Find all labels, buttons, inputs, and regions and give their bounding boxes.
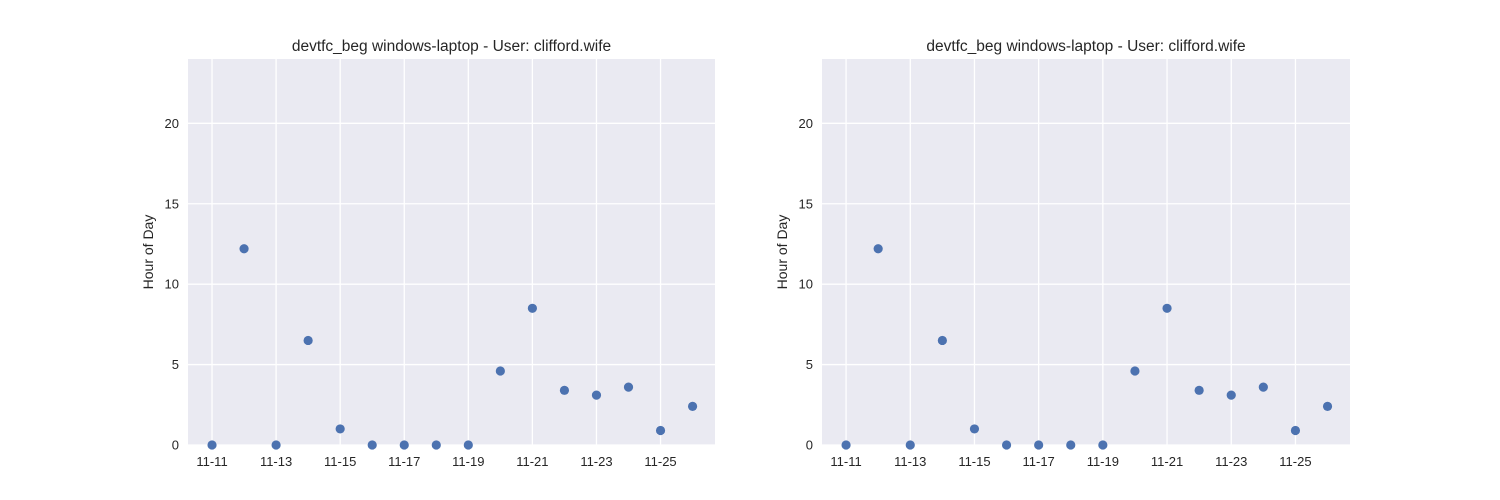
x-tick-label: 11-17 — [388, 454, 420, 469]
data-point — [1066, 440, 1076, 450]
data-point — [623, 382, 634, 392]
data-point — [1098, 440, 1108, 450]
y-tick-label: 0 — [806, 438, 813, 453]
data-point — [655, 425, 666, 436]
data-point — [1034, 440, 1044, 450]
data-point — [905, 440, 915, 450]
data-point — [399, 440, 409, 450]
data-point — [431, 440, 441, 450]
data-point — [303, 335, 313, 346]
chart-panel-left: 0 5 10 15 20 11-11 11-13 11-15 11-17 11-19 11-21 11… — [140, 38, 715, 469]
data-point — [367, 440, 377, 450]
x-tick-label: 11-25 — [1279, 454, 1311, 469]
data-point — [969, 424, 980, 434]
x-tick-label: 11-21 — [1151, 454, 1183, 469]
data-point — [1130, 366, 1140, 376]
x-tick-label: 11-15 — [958, 454, 990, 469]
chart-title: devtfc_beg windows-laptop - User: cliffo… — [292, 38, 611, 55]
y-tick-label: 15 — [799, 196, 813, 211]
data-point — [1162, 303, 1172, 313]
plot-area — [822, 59, 1350, 445]
x-tick-label: 11-11 — [196, 454, 227, 469]
data-point — [463, 440, 473, 450]
x-tick-label: 11-13 — [260, 454, 292, 469]
plot-area — [188, 59, 715, 445]
chart-panel-right: 0 5 10 15 20 11-11 11-13 11-15 11-17 11-19 11-21 11… — [774, 38, 1350, 469]
y-tick-label: 5 — [806, 357, 813, 372]
data-point — [841, 440, 851, 450]
data-point — [559, 385, 570, 395]
data-point — [335, 424, 345, 434]
y-tick-label: 20 — [799, 116, 813, 131]
x-tick-label: 11-21 — [516, 454, 548, 469]
data-point — [1258, 382, 1268, 392]
y-tick-label: 15 — [165, 196, 179, 211]
data-point — [495, 366, 505, 376]
chart-title: devtfc_beg windows-laptop - User: cliffo… — [926, 38, 1245, 55]
data-point — [527, 303, 537, 313]
data-point — [591, 390, 602, 400]
data-point — [207, 440, 217, 450]
data-point — [1226, 390, 1236, 400]
y-tick-label: 10 — [799, 277, 813, 292]
x-tick-label: 11-19 — [452, 454, 484, 469]
x-tick-label: 11-11 — [830, 454, 861, 469]
y-axis-label: Hour of Day — [774, 215, 790, 290]
data-point — [873, 244, 883, 254]
data-point — [1001, 440, 1012, 450]
data-point — [1322, 401, 1333, 411]
x-tick-label: 11-23 — [1215, 454, 1247, 469]
data-point — [1194, 385, 1204, 395]
y-tick-label: 20 — [165, 116, 179, 131]
y-tick-label: 10 — [165, 277, 179, 292]
data-point — [687, 401, 698, 411]
x-tick-label: 11-13 — [894, 454, 926, 469]
data-point — [1290, 425, 1301, 436]
data-point — [271, 440, 281, 450]
y-tick-label: 0 — [172, 438, 179, 453]
x-tick-label: 11-23 — [580, 454, 612, 469]
data-point — [937, 335, 947, 346]
x-tick-label: 11-17 — [1023, 454, 1055, 469]
x-tick-label: 11-25 — [644, 454, 676, 469]
data-point — [239, 244, 249, 254]
x-tick-label: 11-15 — [324, 454, 356, 469]
x-tick-label: 11-19 — [1087, 454, 1119, 469]
y-axis-label: Hour of Day — [140, 215, 156, 290]
y-tick-label: 5 — [172, 357, 179, 372]
